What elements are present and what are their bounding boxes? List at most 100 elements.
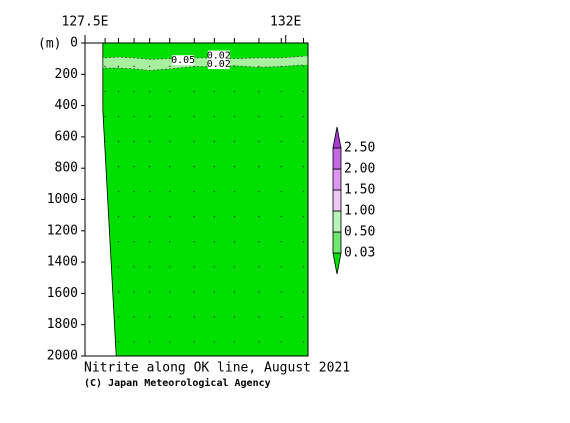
sample-dot <box>233 165 236 168</box>
sample-dot <box>258 190 260 193</box>
sample-dot <box>117 241 120 243</box>
sample-dot <box>193 291 195 293</box>
sample-dot <box>233 316 236 318</box>
x-tick-label: 132E <box>270 15 301 30</box>
y-tick-label: 800 <box>55 161 78 176</box>
y-tick-label: 1200 <box>47 223 78 238</box>
y-tick-label: 1800 <box>47 317 78 332</box>
sample-dot <box>117 316 120 318</box>
sample-dot <box>258 140 260 143</box>
sample-dot <box>133 90 135 93</box>
sample-dot <box>233 140 236 143</box>
sample-dot <box>280 241 282 243</box>
y-tick-label: 200 <box>55 67 78 82</box>
contour-label: 0.05 <box>171 55 195 66</box>
sample-dot <box>258 65 260 68</box>
sample-dot <box>233 291 236 293</box>
sample-dot <box>258 291 260 293</box>
sample-dot <box>133 316 135 318</box>
sample-dot <box>280 266 282 268</box>
sample-dot <box>302 190 305 193</box>
sample-dot <box>233 90 236 93</box>
y-tick-label: 600 <box>55 129 78 144</box>
sample-dot <box>258 216 260 218</box>
sample-dot <box>148 165 151 168</box>
sample-dot <box>104 65 106 68</box>
colorbar-label: 1.50 <box>344 183 375 198</box>
colorbar-box <box>332 210 342 233</box>
contour-label: 0.02 <box>207 51 231 62</box>
contour-label: 0.02 <box>207 59 231 70</box>
sample-dot <box>117 165 120 168</box>
sample-dot <box>302 115 305 118</box>
contour-label-box <box>172 55 195 66</box>
sample-dot <box>213 291 216 293</box>
sample-dot <box>133 291 135 293</box>
sample-dot <box>169 90 171 93</box>
sample-dot <box>213 115 216 118</box>
x-tick-label: 127.5E <box>62 15 109 30</box>
y-tick-label: 2000 <box>47 349 78 364</box>
colorbar-label: 2.00 <box>344 162 375 177</box>
sample-dot <box>117 190 120 193</box>
y-axis-label: (m) <box>38 37 61 52</box>
sample-dot <box>133 241 135 243</box>
sample-dot <box>193 216 195 218</box>
sample-dot <box>213 190 216 193</box>
sample-dot <box>104 115 106 118</box>
sample-dot <box>169 266 171 268</box>
sample-dot <box>193 316 195 318</box>
y-tick-label: 1400 <box>47 255 78 270</box>
sample-dot <box>117 90 120 93</box>
sample-dot <box>133 216 135 218</box>
sample-dot <box>233 341 236 343</box>
sample-dot <box>258 165 260 168</box>
y-tick-label: 1600 <box>47 286 78 301</box>
sample-dot <box>133 190 135 193</box>
sample-dot <box>213 316 216 318</box>
sample-dot <box>280 165 282 168</box>
sample-dot <box>169 341 171 343</box>
sample-dot <box>302 341 305 343</box>
y-tick-label: 1000 <box>47 192 78 207</box>
sample-dot <box>302 316 305 318</box>
sample-dot <box>258 90 260 93</box>
sample-dot <box>302 165 305 168</box>
sample-dot <box>302 65 305 68</box>
contour-label-box <box>207 59 230 70</box>
plot-background <box>85 43 308 356</box>
sample-dot <box>280 90 282 93</box>
sample-dot <box>133 140 135 143</box>
sample-dot <box>213 216 216 218</box>
sample-dot <box>302 140 305 143</box>
sample-dot <box>213 266 216 268</box>
sample-dot <box>117 216 120 218</box>
sample-dot <box>233 115 236 118</box>
sample-dot <box>193 190 195 193</box>
sample-dot <box>148 241 151 243</box>
sample-dot <box>193 140 195 143</box>
sample-dot <box>233 266 236 268</box>
contour-label-box <box>207 50 230 61</box>
sample-dot <box>193 115 195 118</box>
sample-dot <box>148 190 151 193</box>
sample-dot <box>193 241 195 243</box>
sample-dot <box>193 266 195 268</box>
sample-dot <box>213 341 216 343</box>
colorbar-box <box>332 168 342 191</box>
sample-dot <box>280 115 282 118</box>
sample-dot <box>302 216 305 218</box>
sample-dot <box>213 140 216 143</box>
sample-dot <box>280 65 282 68</box>
colorbar-label: 1.00 <box>344 204 375 219</box>
sample-dot <box>302 241 305 243</box>
sample-dot <box>193 90 195 93</box>
sample-dot <box>302 266 305 268</box>
sample-dot <box>133 165 135 168</box>
sample-dot <box>148 115 151 118</box>
sample-dot <box>280 140 282 143</box>
sample-dot <box>233 216 236 218</box>
sample-dot <box>148 65 151 68</box>
sample-dot <box>117 140 120 143</box>
